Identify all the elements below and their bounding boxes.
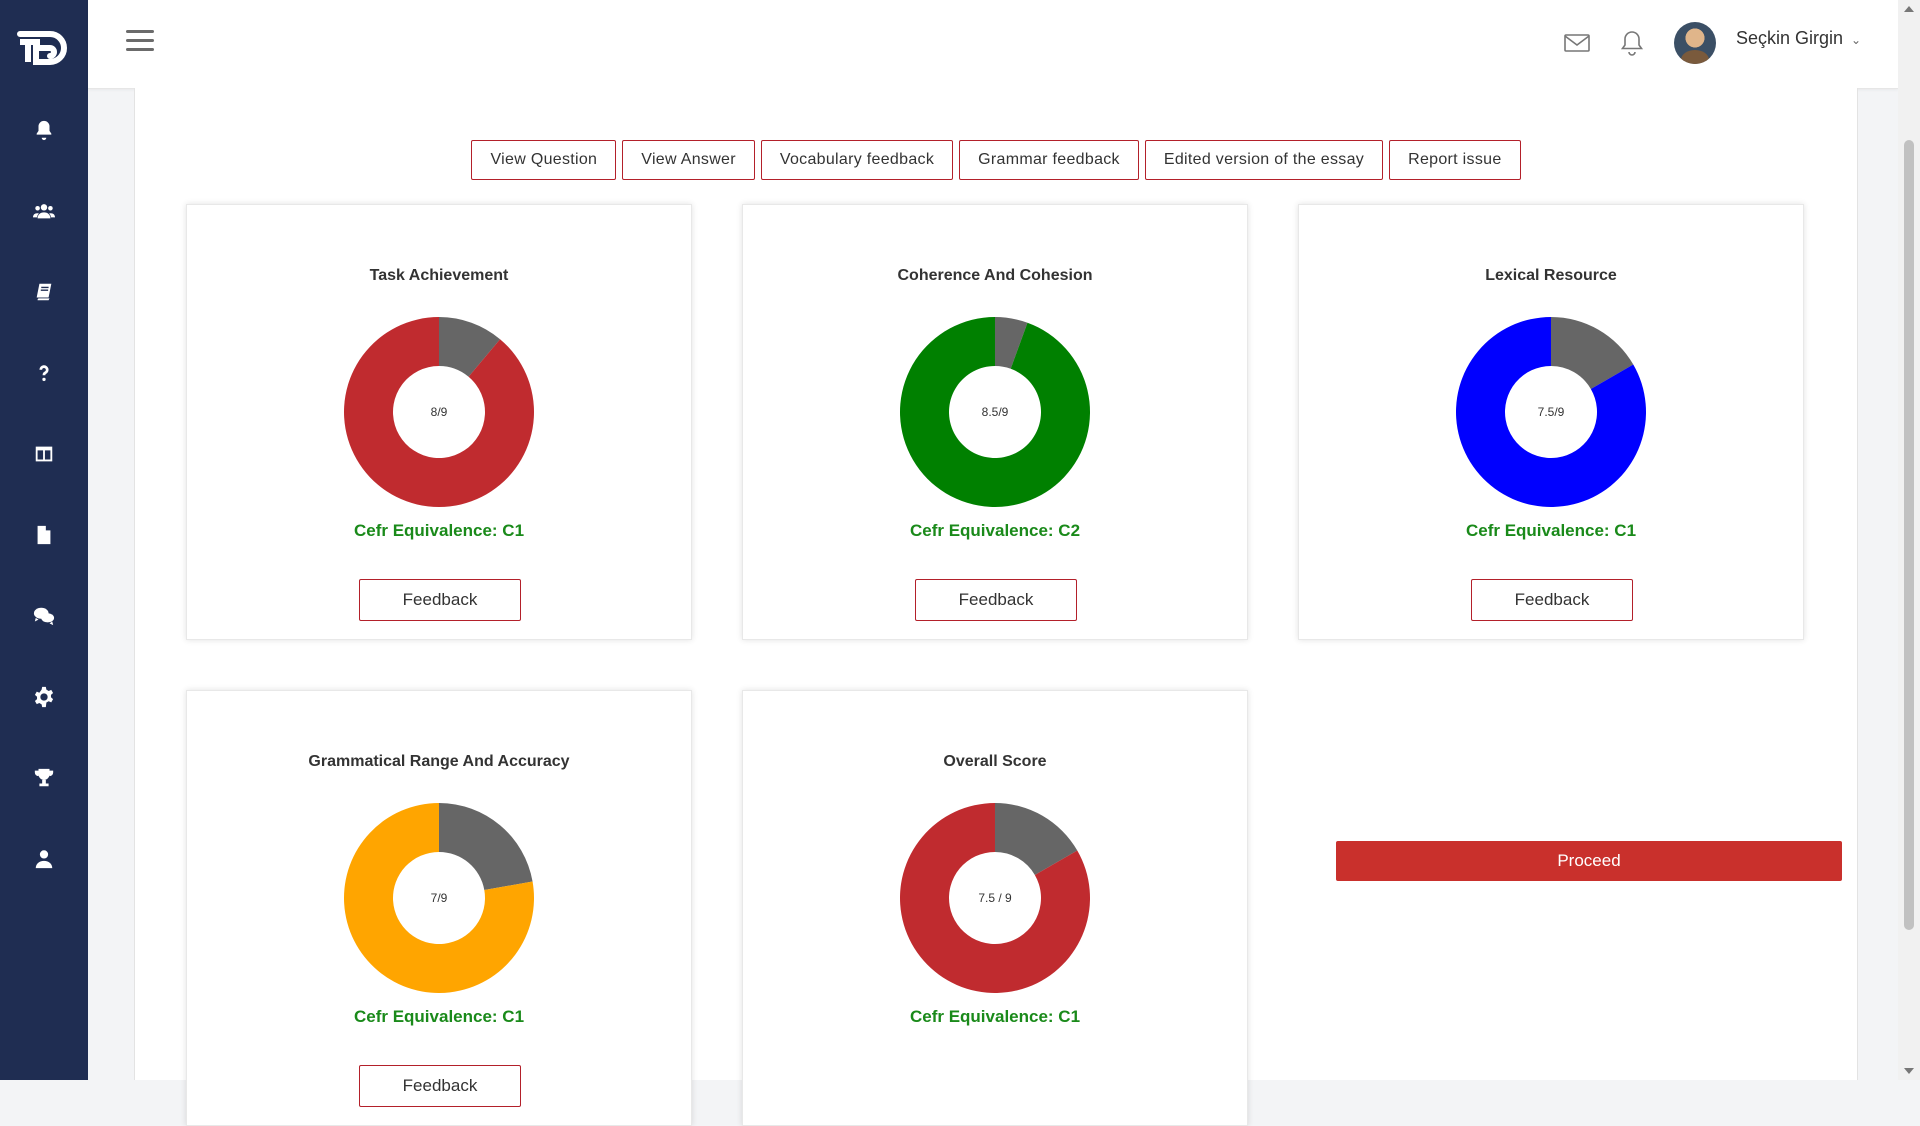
nav-books[interactable]	[0, 264, 88, 320]
nav-profile[interactable]	[0, 831, 88, 887]
users-icon	[33, 204, 55, 219]
trophy-icon	[34, 768, 54, 787]
nav-help[interactable]	[0, 345, 88, 401]
score-label: 8.5/9	[981, 405, 1009, 419]
nav-achievements[interactable]	[0, 750, 88, 806]
app-logo[interactable]	[16, 28, 72, 68]
score-donut	[344, 317, 534, 507]
scroll-up-icon[interactable]	[1904, 6, 1914, 12]
view-answer-button[interactable]: View Answer	[622, 140, 755, 180]
cefr-equivalence: Cefr Equivalence: C1	[353, 521, 525, 540]
user-menu[interactable]: Seçkin Girgin ⌄	[1736, 28, 1861, 49]
score-label: 7.5/9	[1537, 405, 1565, 419]
donut-score-segment	[900, 803, 1090, 993]
scroll-thumb[interactable]	[1904, 140, 1914, 930]
nav-documents[interactable]	[0, 507, 88, 563]
proceed-button[interactable]: Proceed	[1336, 841, 1842, 881]
nav-settings[interactable]	[0, 669, 88, 725]
score-card-lexical-resource: Lexical Resource 7.5/9 Cefr Equivalence:…	[1298, 204, 1804, 640]
top-bar: Seçkin Girgin ⌄	[88, 0, 1898, 89]
view-question-button[interactable]: View Question	[471, 140, 617, 180]
file-icon	[37, 525, 51, 545]
nav-chat[interactable]	[0, 588, 88, 644]
cefr-equivalence: Cefr Equivalence: C1	[1465, 521, 1637, 540]
notification-bell-icon[interactable]	[1617, 28, 1647, 58]
donut-remaining-segment	[995, 803, 1078, 875]
score-card-coherence-cohesion: Coherence And Cohesion 8.5/9 Cefr Equiva…	[742, 204, 1248, 640]
chevron-down-icon: ⌄	[1851, 33, 1862, 47]
user-icon	[35, 850, 53, 869]
edited-essay-button[interactable]: Edited version of the essay	[1144, 140, 1384, 180]
donut-remaining-segment	[439, 803, 533, 891]
vocabulary-feedback-button[interactable]: Vocabulary feedback	[760, 140, 954, 180]
cefr-equivalence: Cefr Equivalence: C1	[909, 1007, 1081, 1026]
action-tabs: View Question View Answer Vocabulary fee…	[135, 140, 1857, 180]
sidebar	[0, 0, 88, 1080]
user-name-label: Seçkin Girgin	[1736, 28, 1844, 48]
card-title: Task Achievement	[369, 267, 509, 284]
mail-icon[interactable]	[1562, 28, 1592, 58]
cefr-equivalence: Cefr Equivalence: C1	[353, 1007, 525, 1026]
card-title: Lexical Resource	[1485, 267, 1617, 284]
score-label: 7.5 / 9	[978, 891, 1012, 905]
score-donut	[900, 317, 1090, 507]
columns-icon	[35, 446, 53, 462]
card-title: Overall Score	[943, 753, 1047, 770]
donut-score-segment	[344, 317, 534, 507]
feedback-button[interactable]: Feedback	[915, 579, 1077, 621]
menu-toggle-icon[interactable]	[126, 30, 154, 56]
feedback-button[interactable]: Feedback	[359, 1065, 521, 1107]
gear-icon	[34, 686, 54, 708]
score-donut	[344, 803, 534, 993]
question-icon	[39, 365, 49, 382]
score-donut	[1456, 317, 1646, 507]
chat-icon	[33, 607, 55, 626]
nav-notifications[interactable]	[0, 102, 88, 158]
report-issue-button[interactable]: Report issue	[1389, 140, 1521, 180]
grammar-feedback-button[interactable]: Grammar feedback	[959, 140, 1139, 180]
score-donut	[900, 803, 1090, 993]
donut-score-segment	[344, 803, 534, 993]
score-label: 8/9	[430, 405, 448, 419]
score-card-grammatical-range: Grammatical Range And Accuracy 7/9 Cefr …	[186, 690, 692, 1126]
donut-score-segment	[900, 317, 1090, 507]
card-title: Grammatical Range And Accuracy	[308, 753, 570, 770]
score-card-task-achievement: Task Achievement 8/9 Cefr Equivalence: C…	[186, 204, 692, 640]
feedback-button[interactable]: Feedback	[359, 579, 521, 621]
feedback-button[interactable]: Feedback	[1471, 579, 1633, 621]
cefr-equivalence: Cefr Equivalence: C2	[909, 521, 1081, 540]
card-title: Coherence And Cohesion	[897, 267, 1093, 284]
avatar[interactable]	[1674, 22, 1716, 64]
nav-columns[interactable]	[0, 426, 88, 482]
page-scrollbar[interactable]	[1898, 0, 1920, 1080]
donut-remaining-segment	[439, 317, 501, 377]
donut-remaining-segment	[995, 317, 1028, 369]
book-icon	[36, 283, 52, 301]
donut-score-segment	[1456, 317, 1646, 507]
nav-users[interactable]	[0, 183, 88, 239]
results-panel: ● View Question View Answer Vocabulary f…	[134, 88, 1858, 1126]
score-card-overall: Overall Score 7.5 / 9 Cefr Equivalence: …	[742, 690, 1248, 1126]
donut-remaining-segment	[1551, 317, 1634, 389]
scroll-down-icon[interactable]	[1904, 1068, 1914, 1074]
bell-icon	[36, 120, 52, 141]
score-label: 7/9	[430, 891, 448, 905]
